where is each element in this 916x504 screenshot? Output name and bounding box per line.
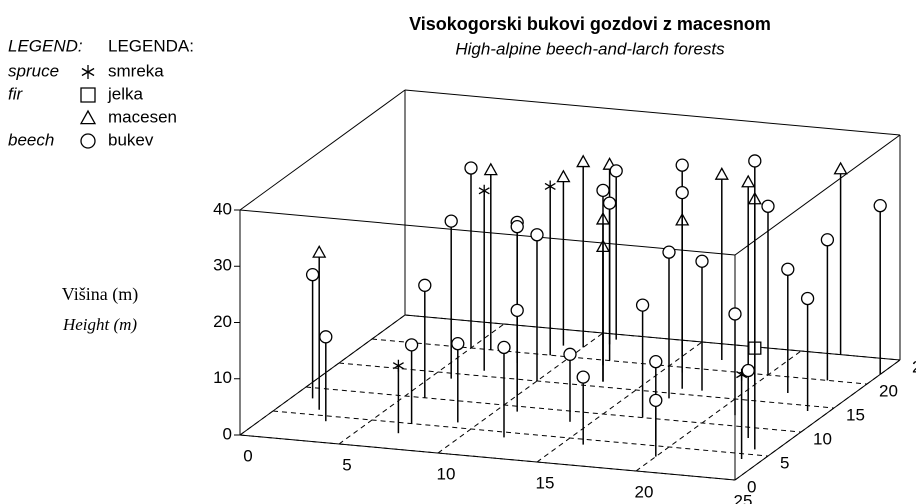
marker [781,262,795,276]
marker [478,184,490,197]
marker [576,370,590,384]
z-tick-label: 20 [213,312,232,331]
marker [728,307,742,321]
legend-label: bukev [108,130,154,149]
y-tick-label: 0 [747,477,756,496]
grid-line [338,362,835,409]
marker [675,158,689,172]
marker [649,355,663,369]
marker [649,393,663,407]
grid-line [734,359,901,481]
legend-label: fir [8,84,24,103]
marker [741,363,755,378]
grid-line [371,338,868,385]
marker [635,298,650,312]
chart-subtitle: High-alpine beech-and-larch forests [455,39,725,58]
marker [305,268,320,282]
legend-label: macesen [108,107,177,126]
grid-line [437,332,604,454]
marker [563,347,577,361]
marker [483,162,498,176]
marker [404,338,419,352]
z-tick-label: 40 [213,199,232,218]
legend-marker [81,65,95,79]
chart-title: Visokogorski bukovi gozdovi z macesnom [409,14,771,34]
x-tick-label: 0 [243,446,252,465]
marker [312,244,327,258]
marker [451,337,465,351]
legend-label: smreka [108,61,164,80]
grid-line [536,341,703,463]
marker [873,199,887,213]
grid-line [338,323,505,445]
z-tick-label: 0 [223,424,232,443]
x-tick-label: 5 [342,455,351,474]
z-tick-label: 10 [213,368,232,387]
marker [695,254,709,268]
marker [602,196,617,210]
z-axis-label: Višina (m) [62,284,138,305]
marker [761,199,775,213]
x-tick-label: 10 [437,464,456,483]
marker [800,291,815,306]
grid-line [272,410,769,457]
x-tick-label: 15 [536,473,555,492]
marker [444,214,458,228]
marker [576,154,591,168]
legend-title: LEGENDA: [108,36,194,55]
marker [464,161,478,175]
marker [510,303,524,317]
marker [675,185,689,200]
legend-marker [80,87,96,103]
marker [497,340,511,355]
z-axis-label: Height (m) [62,315,137,334]
legend-label: beech [8,130,54,149]
marker [556,169,571,183]
marker [392,359,404,372]
z-tick-label: 30 [213,256,232,275]
marker [741,174,756,188]
y-tick-label: 20 [879,381,898,400]
grid-line [239,434,736,481]
legend-label: spruce [8,61,59,80]
legend-marker [80,133,96,149]
box-edge [239,89,406,211]
marker [544,180,556,193]
y-tick-label: 15 [846,405,865,424]
marker [609,164,623,178]
x-tick-label: 25 [734,491,753,504]
legend-marker [79,109,97,125]
box-edge [734,134,901,256]
box-edge [404,89,901,136]
marker [596,183,610,197]
legend-label: jelka [107,84,144,103]
marker [510,220,524,234]
legend-title: LEGEND: [8,36,83,55]
marker [530,228,544,242]
marker [662,245,676,259]
y-tick-label: 5 [780,453,789,472]
marker [714,167,729,180]
marker [833,161,848,175]
grid-line [404,314,901,361]
grid-line [239,314,406,436]
box-edge [239,209,736,256]
y-tick-label: 25 [912,357,916,376]
marker [748,154,762,168]
x-tick-label: 20 [635,482,654,501]
marker [319,330,333,344]
marker [820,233,835,247]
marker [418,278,432,292]
grid-line [635,350,802,472]
y-tick-label: 10 [813,429,832,448]
grid-line [305,386,802,433]
